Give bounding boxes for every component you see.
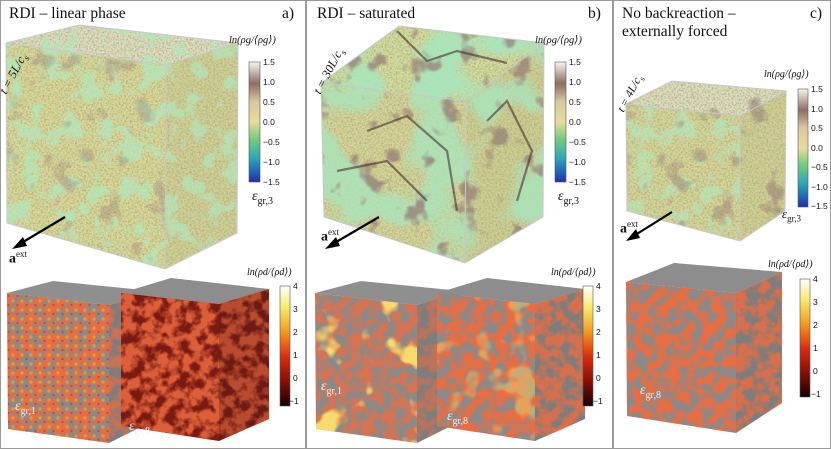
tick: −1.5: [811, 201, 828, 211]
panel-a-graphics: [5, 24, 291, 443]
tick: −0.5: [569, 137, 586, 147]
panel-b-graphics: [315, 25, 594, 443]
gas-colorbar: [797, 88, 809, 208]
panel-a: RDI – linear phase a): [0, 0, 306, 449]
dust-cube-8: [437, 278, 585, 441]
gas-colorbar: [554, 61, 567, 183]
tick: 0.0: [811, 143, 823, 153]
tick: −1.0: [569, 157, 586, 167]
panel-letter: c): [810, 5, 823, 22]
dust-cube-8-label: εgr,8: [129, 419, 150, 437]
tick: 0: [293, 373, 298, 383]
tick: 0.0: [569, 117, 581, 127]
panel-letter: a): [282, 5, 295, 22]
dust-colorbar-label: ln(ρd/⟨ρd⟩): [551, 267, 596, 278]
dust-colorbar: [582, 285, 594, 407]
aext-arrow: [626, 211, 673, 241]
tick: 1.5: [263, 57, 275, 67]
tick: −1.5: [263, 177, 280, 187]
tick: 2: [293, 327, 298, 337]
gas-density-cube: [625, 80, 788, 242]
tick: −0.5: [811, 162, 828, 172]
dust-colorbar: [279, 285, 291, 407]
aext-arrow: [325, 216, 380, 249]
tick: 1.5: [811, 84, 823, 94]
gas-density-cube: [5, 24, 239, 270]
tick: 2: [813, 320, 818, 330]
aext-label: aext: [9, 249, 27, 267]
gas-colorbar-label: ln(ρg/⟨ρg⟩): [535, 35, 582, 46]
dust-cube-8-label: εgr,8: [447, 409, 468, 427]
gas-cube-label: εgr,3: [782, 206, 802, 224]
tick: −1.5: [569, 177, 586, 187]
tick: 1: [813, 343, 818, 353]
tick: 3: [293, 304, 298, 314]
tick: −1.0: [263, 157, 280, 167]
tick: −0.5: [263, 137, 280, 147]
tick: −1: [289, 396, 299, 406]
dust-cube-8-label: εgr,8: [640, 383, 661, 401]
panel-title: RDI – linear phase: [9, 5, 126, 22]
gas-cube-label: εgr,3: [252, 189, 273, 207]
tick: 0: [596, 373, 601, 383]
tick: 1.5: [569, 57, 581, 67]
panel-c: No backreaction – externally forced c): [613, 0, 831, 449]
tick: 1.0: [263, 77, 275, 87]
tick: 2: [596, 327, 601, 337]
panel-letter: b): [588, 5, 601, 22]
dust-cube-8: [626, 263, 782, 433]
dust-colorbar: [799, 278, 811, 398]
gas-colorbar-label: ln(ρg/⟨ρg⟩): [229, 35, 276, 46]
tick: 3: [596, 304, 601, 314]
gas-cube-label: εgr,3: [558, 189, 579, 207]
dust-colorbar-label: ln(ρd/⟨ρd⟩): [247, 267, 292, 278]
aext-arrow: [12, 216, 66, 249]
dust-cube-8: [121, 278, 269, 441]
dust-cube-1-label: εgr,1: [321, 379, 342, 397]
aext-label: aext: [620, 219, 638, 237]
tick: 1: [596, 350, 601, 360]
gas-colorbar: [248, 61, 261, 183]
dust-cube-1-label: εgr,1: [15, 399, 36, 417]
tick: 0.5: [263, 97, 275, 107]
tick: −1.0: [811, 182, 828, 192]
panel-c-graphics: [625, 80, 811, 433]
panel-title-line2: externally forced: [622, 23, 728, 40]
tick: 4: [813, 274, 818, 284]
gas-colorbar-label: ln(ρg/⟨ρg⟩): [764, 69, 809, 80]
tick: −1: [593, 396, 603, 406]
tick: 0.5: [811, 123, 823, 133]
panel-title: No backreaction –: [622, 5, 736, 22]
tick: 0: [813, 366, 818, 376]
tick: 1.0: [569, 77, 581, 87]
tick: 3: [813, 297, 818, 307]
tick: 1.0: [811, 104, 823, 114]
tick: 4: [596, 281, 601, 291]
tick: 0.0: [263, 117, 275, 127]
tick: 1: [293, 350, 298, 360]
tick: 0.5: [569, 97, 581, 107]
panel-title: RDI – saturated: [317, 5, 416, 22]
dust-colorbar-label: ln(ρd/⟨ρd⟩): [768, 259, 813, 270]
gas-density-cube: [320, 25, 546, 264]
tick: −1: [811, 389, 821, 399]
aext-label: aext: [321, 227, 339, 245]
tick: 4: [293, 281, 298, 291]
panel-b: RDI – saturated b): [306, 0, 613, 449]
